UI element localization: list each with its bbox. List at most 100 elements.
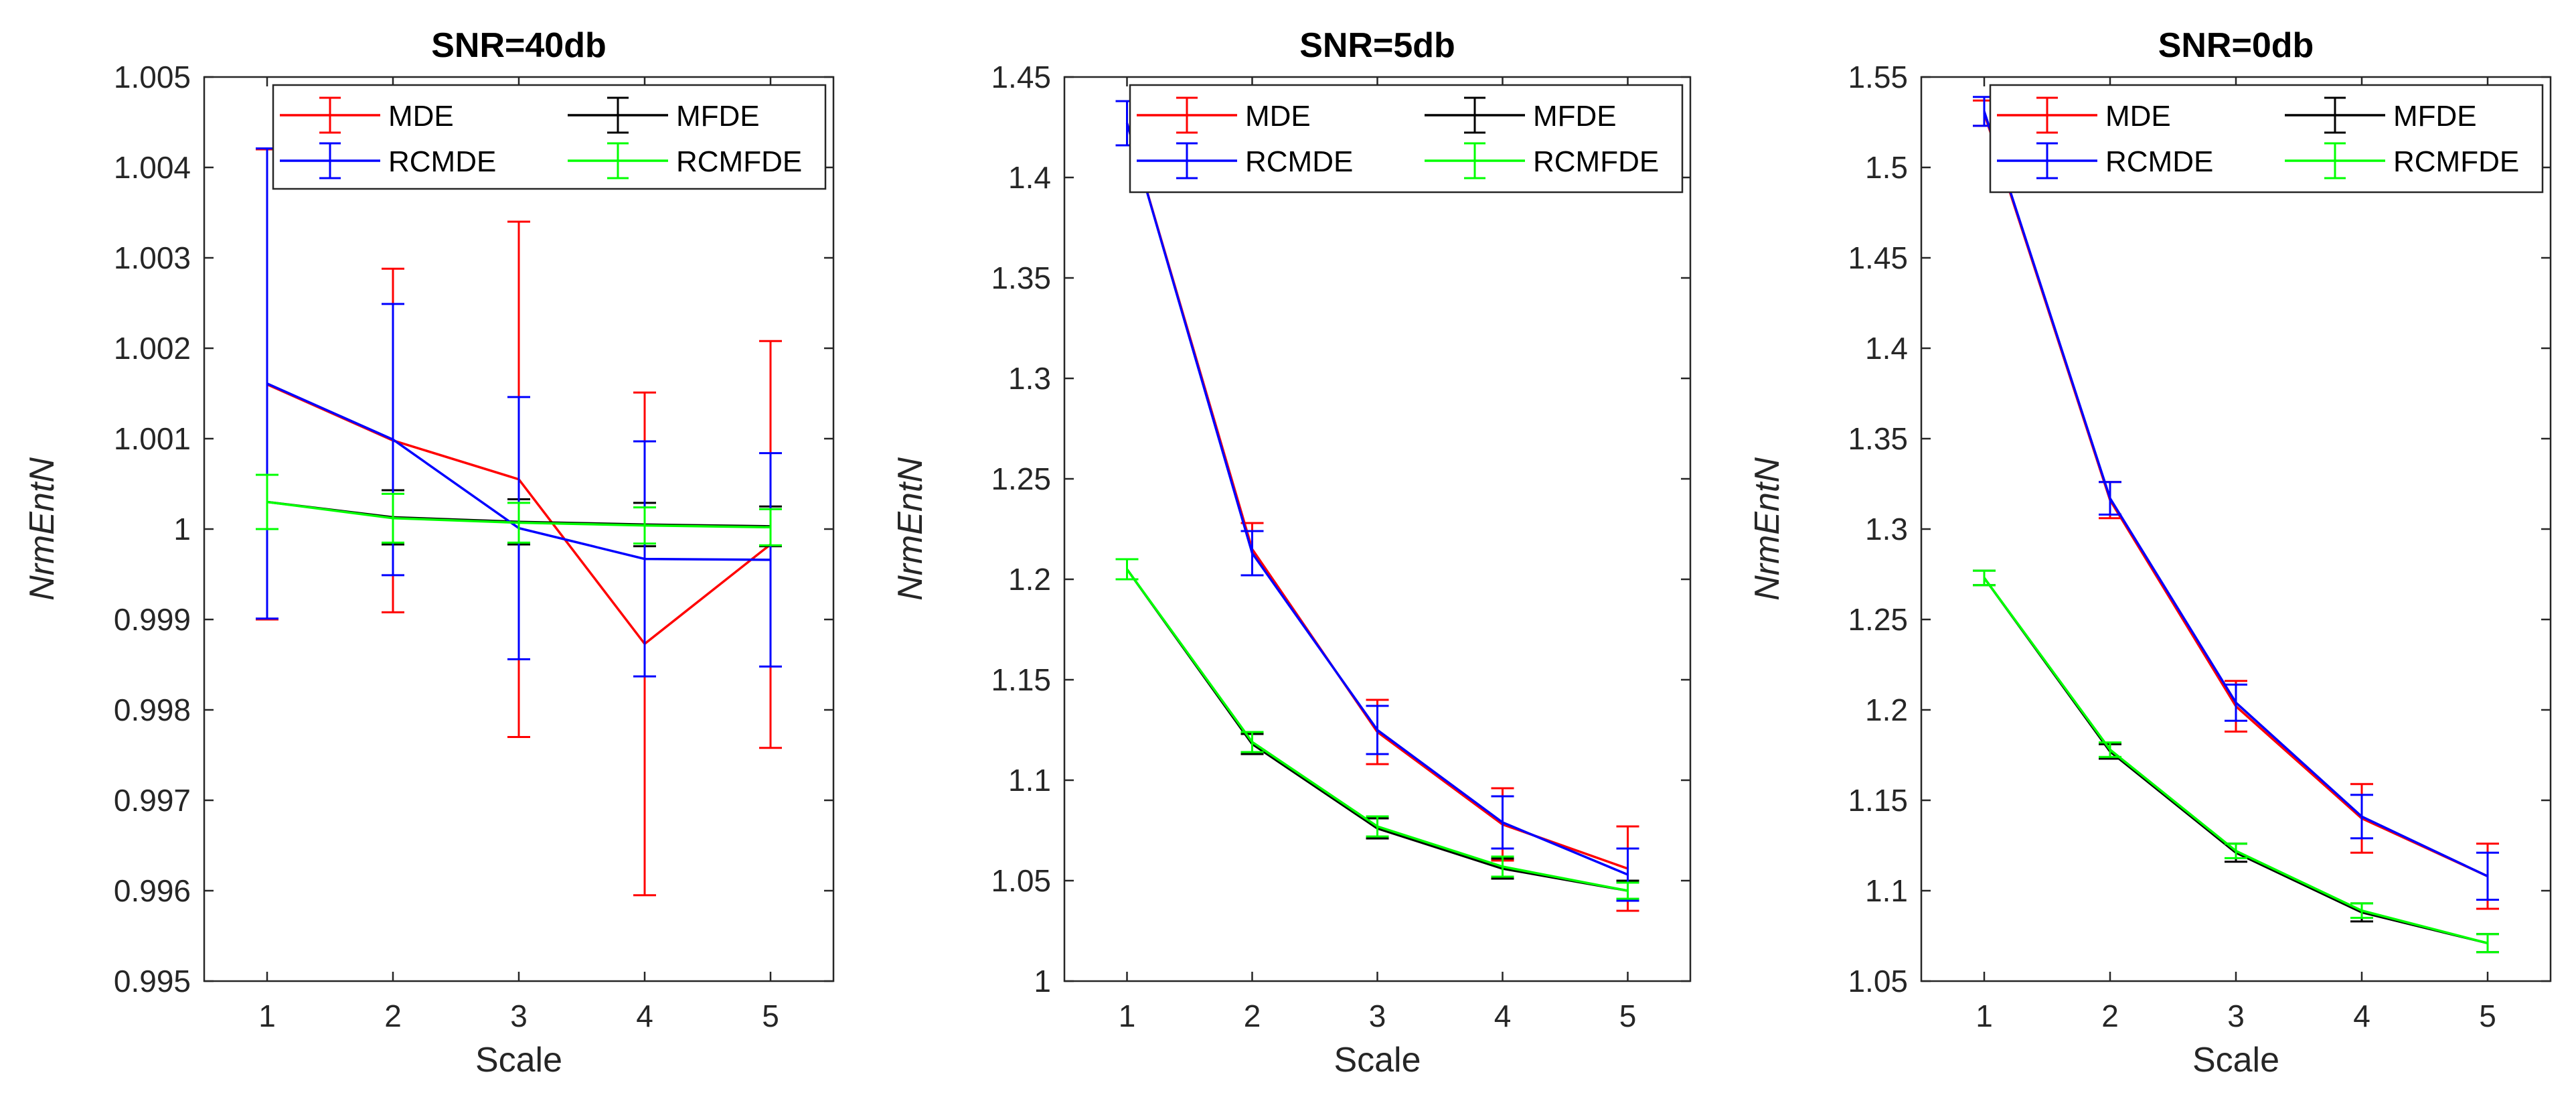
y-tick-label: 1.004 [114, 150, 191, 185]
error-bar-rcmfde [1973, 569, 1996, 587]
y-tick-label: 1.2 [1865, 692, 1908, 727]
legend: MDE MFDE RCMDE RCMFDE [1989, 84, 2544, 194]
error-bar-rcmfde [2225, 842, 2247, 859]
legend-label-mde: MDE [2105, 100, 2171, 133]
error-bar-rcmfde [1366, 815, 1389, 838]
x-tick-label: 3 [510, 999, 528, 1033]
x-tick-label: 3 [2227, 999, 2245, 1033]
legend-item-rcmde: RCMDE [1997, 142, 2213, 179]
error-bar-rcmfde [382, 492, 404, 544]
x-tick-label: 1 [1119, 999, 1136, 1033]
legend-item-rcmfde: RCMFDE [2285, 142, 2519, 179]
legend-label-mde: MDE [388, 100, 454, 133]
error-bar-rcmde [2476, 851, 2499, 901]
legend-item-mfde: MFDE [2285, 96, 2477, 134]
y-tick-label: 1.1 [1865, 873, 1908, 908]
y-tick-label: 0.999 [114, 602, 191, 637]
y-tick-label: 1.3 [1865, 512, 1908, 546]
error-bar-rcmfde [1616, 881, 1639, 900]
y-tick-label: 1.35 [991, 261, 1051, 295]
x-tick-label: 2 [384, 999, 402, 1033]
y-tick-label: 1.15 [991, 662, 1051, 697]
y-tick-label: 1.55 [1848, 60, 1908, 94]
legend-label-rcmde: RCMDE [388, 145, 496, 178]
error-bar-rcmfde [633, 506, 656, 545]
error-bar-rcmde [2350, 794, 2373, 840]
legend-item-rcmde: RCMDE [1137, 142, 1353, 179]
y-tick-label: 1.05 [1848, 964, 1908, 999]
error-bar-rcmfde [2476, 933, 2499, 954]
y-tick-label: 1.35 [1848, 421, 1908, 456]
chart-panel-snr5: 1 2 3 4 5 1 1.05 1.1 1.15 1.2 1.25 1.3 1.35 1.4 1.45 SN… [891, 26, 1692, 1080]
chart-title: SNR=40db [431, 26, 607, 65]
legend-label-rcmfde: RCMFDE [676, 145, 802, 178]
legend-label-mde: MDE [1245, 100, 1311, 133]
error-bar-rcmde [1240, 530, 1264, 577]
x-tick-label: 4 [636, 999, 653, 1033]
chart-title: SNR=0db [2158, 26, 2314, 65]
chart-title: SNR=5db [1299, 26, 1455, 65]
error-bar-rcmde [1491, 795, 1514, 850]
legend-label-rcmde: RCMDE [1245, 145, 1353, 178]
error-bar-rcmde [2099, 481, 2121, 516]
y-tick-label: 1.45 [991, 60, 1051, 94]
y-tick-label: 1.005 [114, 60, 191, 94]
legend-item-mfde: MFDE [568, 96, 760, 134]
y-tick-label: 1.002 [114, 331, 191, 366]
legend-box [1129, 84, 1684, 194]
error-bar-rcmde [759, 452, 782, 668]
error-bar-rcmfde [507, 502, 530, 544]
error-bar-rcmfde [1491, 855, 1514, 878]
y-tick-label: 0.998 [114, 692, 191, 727]
y-tick-label: 1 [173, 512, 191, 546]
error-bar-rcmde [1366, 705, 1389, 755]
x-tick-label: 1 [258, 999, 276, 1033]
y-axis-label: NrmEntN [891, 457, 930, 601]
legend-item-mde: MDE [280, 96, 454, 134]
x-tick-label: 2 [2101, 999, 2119, 1033]
legend-item-rcmfde: RCMFDE [568, 142, 802, 179]
y-tick-label: 0.996 [114, 873, 191, 908]
legend-label-rcmde: RCMDE [2105, 145, 2213, 178]
x-tick-label: 1 [1976, 999, 1993, 1033]
y-tick-label: 1.45 [1848, 240, 1908, 275]
error-bar-rcmfde [1240, 731, 1264, 753]
y-tick-label: 1.25 [1848, 602, 1908, 637]
legend: MDE MFDE RCMDE RCMFDE [272, 84, 827, 190]
legend-label-mfde: MFDE [676, 100, 760, 133]
y-tick-label: 1.5 [1865, 150, 1908, 185]
x-tick-label: 5 [1619, 999, 1637, 1033]
x-tick-label: 5 [2479, 999, 2496, 1033]
legend-item-rcmde: RCMDE [280, 142, 496, 179]
error-bar-rcmfde [2350, 902, 2373, 919]
y-tick-label: 1.15 [1848, 783, 1908, 818]
y-axis-label: NrmEntN [1748, 457, 1787, 601]
legend-label-rcmfde: RCMFDE [2393, 145, 2519, 178]
legend: MDE MFDE RCMDE RCMFDE [1129, 84, 1684, 194]
y-tick-label: 1.25 [991, 461, 1051, 496]
legend-box [1989, 84, 2544, 194]
error-bar-rcmde [633, 440, 656, 678]
chart-panel-snr0: 1 2 3 4 5 1.05 1.1 1.15 1.2 1.25 1.3 1.35 1.4 1.45 1.5… [1748, 26, 2552, 1080]
legend-item-mde: MDE [1997, 96, 2171, 134]
y-tick-label: 1 [1034, 964, 1051, 999]
legend-item-mde: MDE [1137, 96, 1311, 134]
y-tick-label: 1.1 [1008, 763, 1051, 798]
y-tick-label: 0.997 [114, 783, 191, 818]
legend-label-rcmfde: RCMFDE [1533, 145, 1659, 178]
x-axis-label: Scale [2192, 1041, 2279, 1080]
error-bar-rcmfde [256, 473, 278, 530]
error-bar-rcmfde [759, 508, 782, 546]
legend-box [272, 84, 827, 190]
y-tick-label: 1.3 [1008, 361, 1051, 396]
x-tick-label: 4 [2353, 999, 2370, 1033]
x-tick-label: 5 [762, 999, 779, 1033]
chart-panel-snr40: 1 2 3 4 5 0.995 0.996 0.997 0.998 0.999 1 1.001 1.00… [23, 26, 835, 1080]
x-axis-label: Scale [475, 1041, 562, 1080]
y-axis-label: NrmEntN [23, 457, 62, 601]
error-bar-rcmfde [1115, 558, 1139, 581]
x-axis-label: Scale [1334, 1041, 1421, 1080]
legend-label-mfde: MFDE [2393, 100, 2477, 133]
y-tick-label: 1.4 [1008, 160, 1051, 195]
